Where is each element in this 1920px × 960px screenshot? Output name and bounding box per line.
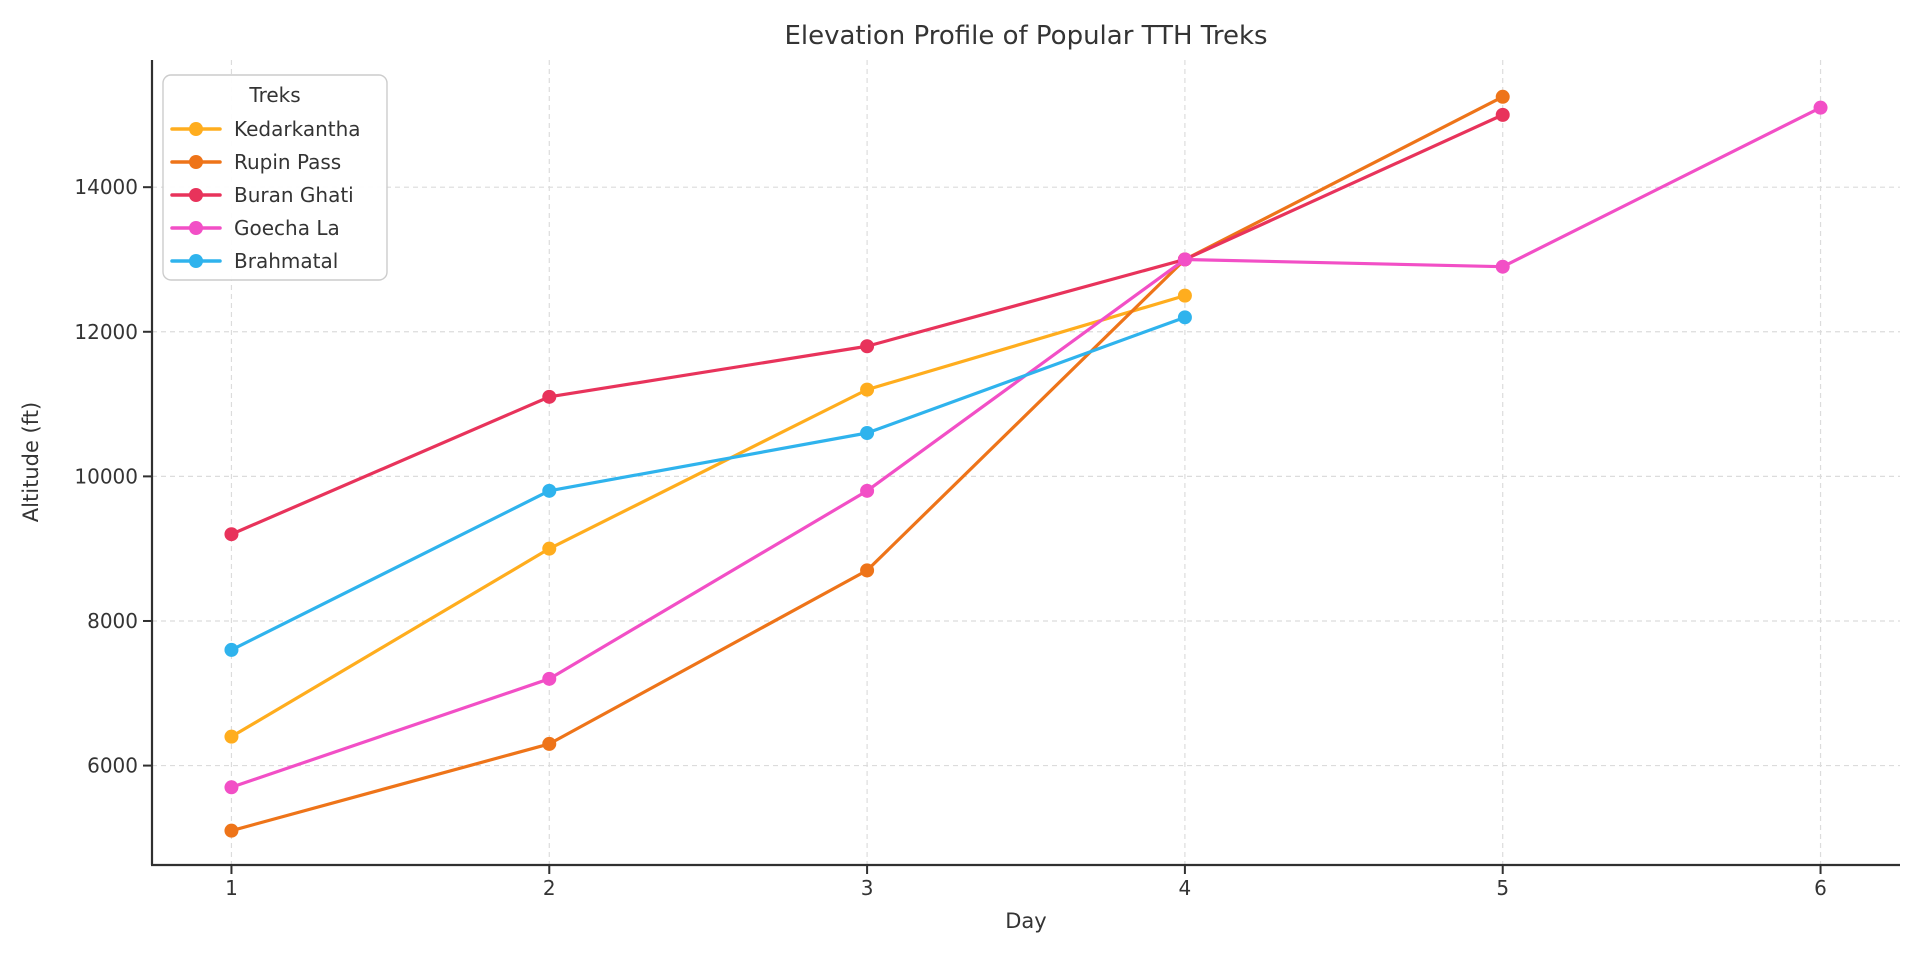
data-point-buran-ghati-day2 — [542, 389, 557, 404]
data-point-kedarkantha-day2 — [542, 541, 557, 556]
x-axis-label: Day — [1005, 909, 1046, 933]
x-tick-label: 1 — [225, 876, 238, 900]
legend-item-kedarkantha: Kedarkantha — [170, 117, 361, 141]
legend-item-rupin-pass: Rupin Pass — [170, 150, 341, 174]
series-line-brahmatal — [229, 315, 1187, 652]
legend-item-brahmatal: Brahmatal — [170, 249, 338, 273]
y-tick-label: 6000 — [87, 754, 138, 778]
y-tick-label: 10000 — [74, 464, 138, 488]
y-tick-label: 14000 — [74, 175, 138, 199]
legend-item-label: Goecha La — [234, 216, 340, 240]
x-tick-label: 2 — [543, 876, 556, 900]
data-point-goecha-la-day6 — [1813, 100, 1828, 115]
x-tick-label: 3 — [861, 876, 874, 900]
data-point-kedarkantha-day1 — [224, 729, 239, 744]
data-point-buran-ghati-day3 — [860, 339, 875, 354]
series-line-kedarkantha — [229, 294, 1187, 739]
legend-item-label: Brahmatal — [234, 249, 338, 273]
data-point-buran-ghati-day5 — [1495, 107, 1510, 122]
legend-swatch-marker — [189, 221, 203, 235]
data-point-goecha-la-day5 — [1495, 259, 1510, 274]
x-tick-label: 4 — [1179, 876, 1192, 900]
x-tick-label: 6 — [1814, 876, 1827, 900]
data-point-brahmatal-day2 — [542, 483, 557, 498]
data-point-kedarkantha-day4 — [1177, 288, 1192, 303]
data-point-goecha-la-day1 — [224, 780, 239, 795]
data-point-rupin-pass-day5 — [1495, 89, 1510, 104]
legend-item-label: Buran Ghati — [234, 183, 354, 207]
data-point-goecha-la-day4 — [1177, 252, 1192, 267]
legend-items: Kedarkantha Rupin Pass Buran Ghati Goecha L… — [170, 117, 361, 273]
legend-item-goecha-la: Goecha La — [170, 216, 340, 240]
data-point-brahmatal-day4 — [1177, 310, 1192, 325]
series-group — [224, 89, 1828, 838]
chart-title: Elevation Profile of Popular TTH Treks — [784, 21, 1267, 51]
y-tick-label: 12000 — [74, 320, 138, 344]
legend-item-label: Rupin Pass — [234, 150, 341, 174]
data-point-brahmatal-day3 — [860, 426, 875, 441]
legend-swatch-marker — [189, 155, 203, 169]
data-point-rupin-pass-day1 — [224, 823, 239, 838]
data-point-buran-ghati-day1 — [224, 527, 239, 542]
data-point-rupin-pass-day3 — [860, 563, 875, 578]
data-point-brahmatal-day1 — [224, 642, 239, 657]
data-point-kedarkantha-day3 — [860, 382, 875, 397]
y-axis-label: Altitude (ft) — [19, 402, 43, 522]
legend-swatch-marker — [189, 122, 203, 136]
data-point-rupin-pass-day2 — [542, 736, 557, 751]
legend-swatch-marker — [189, 254, 203, 268]
legend-title: Treks — [248, 83, 300, 107]
axes: 1 2 3 4 5 6 6000 8000 10000 12000 14000 — [74, 60, 1900, 900]
y-tick-label: 8000 — [87, 609, 138, 633]
legend-swatch-marker — [189, 188, 203, 202]
x-tick-label: 5 — [1496, 876, 1509, 900]
legend-item-buran-ghati: Buran Ghati — [170, 183, 354, 207]
legend-item-label: Kedarkantha — [234, 117, 361, 141]
gridlines — [152, 60, 1900, 865]
data-point-goecha-la-day3 — [860, 483, 875, 498]
data-point-goecha-la-day2 — [542, 671, 557, 686]
series-line-goecha-la — [229, 106, 1823, 789]
legend: Treks Kedarkantha Rupin Pass Buran Ghati Go… — [162, 74, 388, 281]
